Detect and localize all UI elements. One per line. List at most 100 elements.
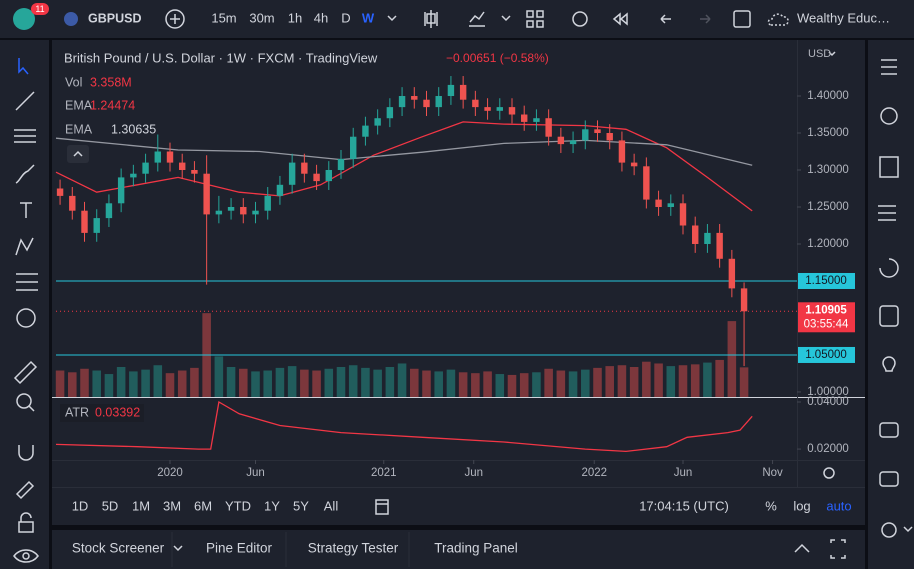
candle-body [496, 107, 503, 111]
candle-body [313, 173, 320, 182]
scale-option[interactable]: log [793, 498, 810, 513]
scale-option[interactable]: % [765, 498, 777, 513]
candle-body [374, 118, 381, 126]
y-tick-label: 1.25000 [807, 201, 849, 213]
y-tick-label: 1.30000 [807, 164, 849, 176]
candle-body [93, 218, 100, 233]
scale-option[interactable]: auto [826, 498, 851, 513]
clock: 17:04:15 (UTC) [639, 498, 729, 513]
volume-bar [275, 367, 285, 397]
atr-line [55, 400, 753, 453]
volume-bar [214, 356, 224, 397]
volume-bar [471, 373, 480, 397]
volume-bar [629, 366, 639, 397]
candle-body [337, 158, 345, 171]
candle-body [117, 177, 125, 204]
interval[interactable]: 4h [314, 10, 328, 25]
atr-y-tick-label: 0.04000 [807, 396, 849, 408]
candle-body [362, 125, 369, 137]
candle-body [203, 173, 210, 215]
chart-panel [52, 40, 865, 525]
range-button[interactable]: YTD [225, 498, 251, 513]
volume-bar [116, 366, 126, 397]
price-change: −0.00651 (−0.58%) [446, 51, 549, 65]
x-tick-label: Jun [246, 467, 265, 479]
candle-body [484, 107, 491, 111]
range-button[interactable]: All [324, 498, 339, 513]
volume-bar [92, 370, 101, 397]
range-button[interactable]: 1D [72, 498, 89, 513]
account[interactable]: Wealthy Educ… [797, 10, 890, 25]
panel-tab[interactable]: Stock Screener [72, 541, 165, 556]
volume-bar [458, 372, 468, 397]
interval[interactable]: W [362, 10, 375, 25]
volume-bar [605, 366, 614, 397]
level-label: 1.15000 [805, 275, 847, 287]
panel-tab[interactable]: Strategy Tester [308, 541, 399, 556]
candle-body [618, 140, 626, 163]
candle-body [386, 107, 394, 119]
range-button[interactable]: 5Y [293, 498, 309, 513]
range-button[interactable]: 3M [163, 498, 181, 513]
interval[interactable]: 30m [249, 10, 274, 25]
interval[interactable]: D [341, 10, 350, 25]
ema-line [55, 121, 753, 212]
candle-body [630, 162, 638, 167]
badge-count: 11 [35, 4, 44, 14]
candle-body [69, 195, 76, 211]
volume-bar [251, 371, 260, 397]
interval[interactable]: 15m [211, 10, 236, 25]
candle-body [179, 162, 186, 171]
volume-bar [141, 369, 150, 397]
interval[interactable]: 1h [288, 10, 302, 25]
price-label-bg [798, 302, 855, 333]
legend-value: 3.358M [90, 75, 132, 89]
candle-body [56, 188, 64, 196]
range-button[interactable]: 6M [194, 498, 212, 513]
y-tick-label: 1.40000 [807, 90, 849, 102]
range-button[interactable]: 1M [132, 498, 150, 513]
candle-body [105, 203, 113, 219]
volume-bar [556, 370, 566, 397]
volume-bar [165, 373, 175, 397]
x-tick-label: 2020 [157, 467, 183, 479]
candle-body [655, 199, 662, 207]
top-toolbar [0, 0, 914, 38]
volume-bar [312, 370, 321, 397]
candle-body [521, 114, 528, 122]
volume-bar [226, 366, 236, 397]
panel-tab[interactable]: Trading Panel [434, 541, 518, 556]
x-tick-label: Jun [464, 467, 483, 479]
candle-body [276, 184, 284, 196]
candle-body [508, 107, 516, 115]
symbol[interactable]: GBPUSD [88, 11, 141, 25]
candle-body [215, 210, 223, 215]
candle-body [301, 162, 308, 174]
volume-bar [727, 321, 737, 397]
panel-tab[interactable]: Pine Editor [206, 541, 273, 556]
candle-body [716, 232, 723, 259]
legend-value: 1.30635 [111, 122, 156, 136]
volume-bar [324, 368, 334, 397]
legend-value: 0.03392 [95, 405, 140, 419]
x-tick-label: 2022 [581, 467, 607, 479]
atr-legend-bg [60, 404, 144, 422]
candle-body [398, 96, 406, 108]
candle-body [667, 203, 674, 207]
price-label: 1.10905 [805, 304, 847, 316]
countdown: 03:55:44 [804, 318, 849, 330]
x-tick-label: Nov [762, 467, 783, 479]
candle-body [423, 99, 430, 108]
candle-body [459, 84, 467, 100]
candle-body [569, 140, 577, 145]
volume-bar [177, 370, 187, 397]
range-button[interactable]: 1Y [264, 498, 280, 513]
candle-body [191, 170, 198, 174]
volume-bar [507, 374, 517, 397]
range-button[interactable]: 5D [102, 498, 119, 513]
y-tick-label: 1.00000 [807, 386, 849, 398]
currency: USD [808, 48, 831, 60]
right-toolbar [868, 40, 914, 569]
